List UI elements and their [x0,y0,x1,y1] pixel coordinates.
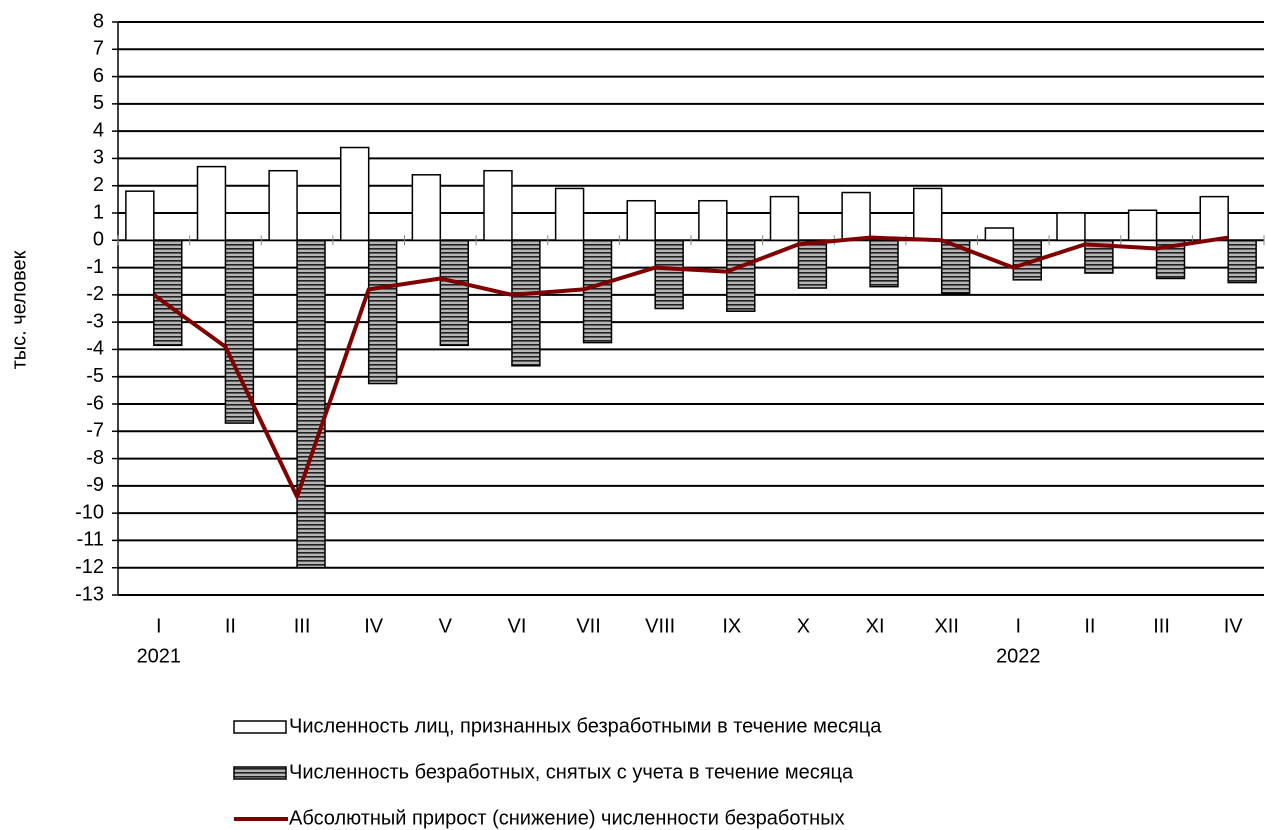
bar [296,239,326,569]
bar [913,187,943,242]
bar [726,239,756,312]
y-tick-label: -9 [86,474,104,496]
y-tick-label: -8 [86,447,104,469]
legend-label: Численность безработных, снятых с учета … [289,761,854,783]
x-tick-label: II [225,615,236,637]
bar [698,199,728,242]
y-tick-label: -11 [77,529,104,551]
y-tick-label: 7 [93,38,104,60]
y-tick-label: -3 [86,310,104,332]
y-tick-label: -6 [86,392,104,414]
x-tick-label: XII [934,615,958,637]
legend-label: Абсолютный прирост (снижение) численност… [289,807,845,829]
bar [626,199,656,242]
x-tick-label: VIII [645,615,675,637]
bar [654,239,684,310]
bar [582,239,613,344]
bar [841,191,871,242]
y-tick-label: -13 [75,583,104,605]
y-tick-label: -5 [86,365,104,387]
x-tick-label: VI [507,615,526,637]
x-tick-label: I [156,615,162,637]
bar [984,227,1015,242]
legend-swatch [233,720,287,734]
x-tick-label: X [797,615,810,637]
y-tick-label: -2 [86,283,104,305]
bar [554,187,585,242]
y-tick-label: 1 [93,201,104,223]
bar [125,190,155,242]
y-tick-label: 3 [93,147,104,169]
bar [483,169,513,242]
bar [411,174,442,242]
x-tick-label: XI [866,615,885,637]
bar [196,165,227,242]
y-tick-label: 5 [93,92,104,114]
y-tick-label: 8 [93,10,104,32]
x-tick-label: V [439,615,453,637]
y-tick-label: 4 [93,119,104,141]
line [152,235,1229,499]
bar [1056,212,1086,242]
y-tick-label: -1 [86,256,104,278]
x-tick-label: IX [722,615,741,637]
bar [367,239,398,385]
legend-label: Численность лиц, признанных безработными… [289,715,882,737]
x-tick-label: III [294,615,311,637]
bar [869,239,899,288]
y-tick-label: -10 [75,501,104,523]
x-tick-label: VII [576,615,600,637]
year-label: 2021 [137,645,182,667]
bar [1227,239,1257,284]
bar [439,239,469,347]
x-tick-label: III [1153,615,1170,637]
y-tick-label: 2 [93,174,104,196]
bar [1199,195,1229,242]
year-label: 2022 [996,645,1041,667]
bar [511,239,541,367]
y-tick-label: 6 [93,65,104,87]
y-tick-label: -7 [86,420,104,442]
bar [797,239,828,289]
bar [769,195,800,242]
x-tick-label: I [1016,615,1022,637]
y-tick-label: -4 [86,338,104,360]
bar [268,169,298,242]
legend-swatch [233,766,287,780]
x-tick-label: II [1084,615,1095,637]
y-axis-label: тыс. человек [8,250,30,369]
y-tick-label: -12 [75,556,104,578]
bar [1127,209,1158,242]
x-tick-label: IV [1224,615,1244,637]
x-tick-label: IV [364,615,384,637]
bar [340,146,370,242]
y-tick-label: 0 [93,229,104,251]
bar [153,239,183,347]
